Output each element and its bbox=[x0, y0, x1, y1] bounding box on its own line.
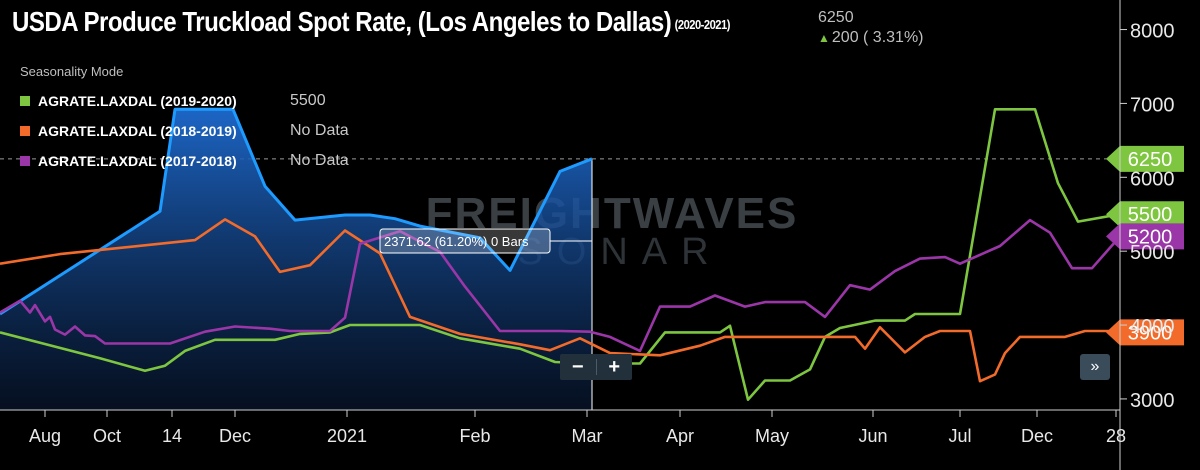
change-value-row: ▲ 200 ( 3.31%) bbox=[818, 28, 924, 48]
legend-series-name: AGRATE.LAXDAL (2019-2020) bbox=[38, 93, 237, 109]
chart-title-text: USDA Produce Truckload Spot Rate, (Los A… bbox=[12, 6, 672, 37]
y-tick-label: 7000 bbox=[1130, 94, 1175, 116]
measure-tooltip-text: 2371.62 (61.20%) 0 Bars bbox=[384, 234, 529, 249]
y-tick-label: 4000 bbox=[1130, 316, 1175, 338]
axis-value-flag bbox=[1106, 319, 1184, 346]
series-line-3 bbox=[0, 218, 1121, 353]
watermark-text: FREIGHTWAVES bbox=[426, 189, 799, 238]
zoom-out-button[interactable]: − bbox=[571, 356, 584, 378]
x-tick-label: May bbox=[755, 426, 789, 446]
y-tick-label: 6000 bbox=[1130, 168, 1175, 190]
legend-item-2018-2019[interactable]: AGRATE.LAXDAL (2018-2019) No Data bbox=[20, 116, 349, 146]
chart-title-range: (2020-2021) bbox=[674, 17, 731, 32]
x-tick-label: Dec bbox=[219, 426, 251, 446]
series-line-2 bbox=[0, 218, 1120, 383]
axis-value-label: 5500 bbox=[1106, 201, 1184, 228]
x-tick-label: 2021 bbox=[327, 426, 367, 446]
axis-value-text: 5500 bbox=[1128, 204, 1173, 226]
zoom-controls: − + bbox=[560, 354, 632, 380]
legend-series-value: No Data bbox=[290, 122, 349, 139]
zoom-divider bbox=[595, 359, 597, 375]
axis-value-text: 3900 bbox=[1128, 322, 1173, 344]
axis-value-label: 3900 bbox=[1106, 319, 1184, 346]
legend-series-value: 5500 bbox=[290, 92, 326, 109]
axis-layer: 3000 4000 5000 6000 7000 8000 Aug Oct 14 Dec 2021 F… bbox=[0, 0, 1175, 470]
last-value: 6250 bbox=[818, 9, 854, 26]
legend: AGRATE.LAXDAL (2019-2020) 5500 AGRATE.LA… bbox=[20, 86, 349, 176]
axis-value-flag bbox=[1106, 145, 1184, 172]
axis-value-label: 6250 bbox=[1106, 145, 1184, 172]
up-arrow-icon: ▲ bbox=[818, 31, 830, 45]
legend-swatch bbox=[20, 156, 30, 166]
legend-series-value: No Data bbox=[290, 152, 349, 169]
x-tick-label: 28 bbox=[1106, 426, 1126, 446]
x-tick-label: Aug bbox=[29, 426, 61, 446]
axis-value-label: 5200 bbox=[1106, 223, 1184, 250]
legend-series-name: AGRATE.LAXDAL (2018-2019) bbox=[38, 123, 237, 139]
x-tick-label: 14 bbox=[162, 426, 182, 446]
last-value-box: 6250 ▲ 200 ( 3.31%) bbox=[818, 8, 924, 48]
x-tick-label: Dec bbox=[1021, 426, 1053, 446]
measure-tooltip: 2371.62 (61.20%) 0 Bars bbox=[379, 228, 592, 254]
axis-value-flag bbox=[1106, 201, 1184, 228]
x-tick-label: Mar bbox=[572, 426, 603, 446]
series-line-0 bbox=[0, 107, 593, 316]
legend-series-name: AGRATE.LAXDAL (2017-2018) bbox=[38, 153, 237, 169]
zoom-in-button[interactable]: + bbox=[608, 356, 621, 378]
series-line-1 bbox=[0, 108, 1121, 402]
x-tick-label: Apr bbox=[666, 426, 694, 446]
x-tick-label: Feb bbox=[459, 426, 490, 446]
change-value: 200 ( 3.31%) bbox=[831, 29, 924, 46]
y-tick-label: 3000 bbox=[1130, 390, 1175, 412]
chart-title-block: USDA Produce Truckload Spot Rate, (Los A… bbox=[12, 6, 847, 38]
legend-item-2017-2018[interactable]: AGRATE.LAXDAL (2017-2018) No Data bbox=[20, 146, 349, 176]
x-tick-label: Jun bbox=[858, 426, 887, 446]
x-tick-label: Oct bbox=[93, 426, 121, 446]
scroll-to-end-button[interactable]: » bbox=[1080, 354, 1110, 380]
y-tick-label: 8000 bbox=[1130, 21, 1175, 43]
seasonality-mode-label: Seasonality Mode bbox=[20, 64, 124, 79]
chart-title: USDA Produce Truckload Spot Rate, (Los A… bbox=[12, 6, 730, 38]
series-layer bbox=[0, 107, 1121, 411]
legend-item-2019-2020[interactable]: AGRATE.LAXDAL (2019-2020) 5500 bbox=[20, 86, 349, 116]
axis-value-text: 5200 bbox=[1128, 226, 1173, 248]
y-tick-label: 5000 bbox=[1130, 242, 1175, 264]
series-area-fill bbox=[0, 109, 592, 411]
legend-swatch bbox=[20, 126, 30, 136]
x-tick-label: Jul bbox=[948, 426, 971, 446]
legend-swatch bbox=[20, 96, 30, 106]
axis-value-flag bbox=[1106, 223, 1184, 250]
axis-value-text: 6250 bbox=[1128, 149, 1173, 171]
